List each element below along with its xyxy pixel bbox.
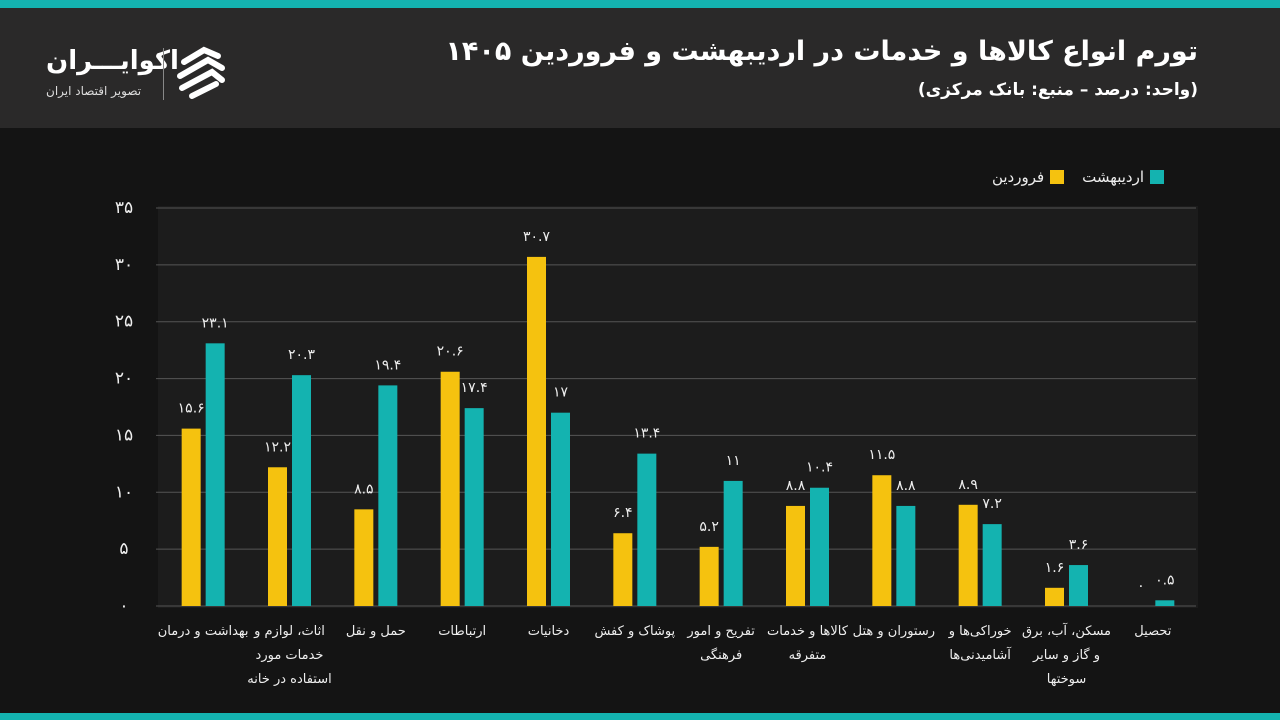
bar <box>723 480 743 606</box>
y-tick-label: ۳۰ <box>115 255 133 275</box>
legend-swatch <box>1050 170 1065 184</box>
x-tick-label: رستوران و هتل <box>852 624 936 639</box>
y-tick-label: ۰ <box>119 596 128 616</box>
bar <box>440 371 460 606</box>
value-label: ۱۲.۲ <box>264 439 291 455</box>
value-label: ۵.۲ <box>699 519 719 535</box>
bar <box>613 533 633 606</box>
bar <box>354 509 374 606</box>
x-tick-label: پوشاک و کفش <box>594 624 676 639</box>
logo-separator <box>163 48 164 100</box>
x-tick-label: اثاث، لوازم و خدمات مورد استفاده در خانه <box>247 624 332 687</box>
value-label: ۱۱.۵ <box>868 447 895 463</box>
x-tick-label: کالاها و خدمات متفرقه <box>767 624 848 663</box>
bar <box>378 385 398 606</box>
bar <box>292 375 311 606</box>
value-label: ۸.۸ <box>896 478 916 494</box>
legend-label: فروردین <box>991 168 1045 186</box>
value-label: ۰.۵ <box>1155 572 1175 588</box>
value-label: ۲۰.۶ <box>437 344 464 360</box>
bar <box>982 524 1002 606</box>
x-tick-label: تحصیل <box>1134 624 1172 639</box>
x-tick-label: خوراکی‌ها و آشامیدنی‌ها <box>948 624 1012 663</box>
logo-icon <box>177 46 225 99</box>
value-label: ۸.۸ <box>786 478 806 494</box>
y-tick-label: ۲۰ <box>115 369 133 389</box>
value-label: ۱۷ <box>553 385 569 401</box>
value-label: ۱۰.۴ <box>806 460 833 476</box>
legend-swatch <box>1150 170 1164 184</box>
value-label: ۸.۵ <box>354 481 374 497</box>
value-label: ۱۵.۶ <box>178 401 205 417</box>
value-label: ۰ <box>1137 578 1145 594</box>
chart-subtitle: (واحد: درصد – منبع: بانک مرکزی) <box>917 80 1198 100</box>
bar <box>896 505 916 606</box>
legend-item: اردیبهشت <box>1082 168 1164 186</box>
brand: اکوایـــران <box>46 46 179 76</box>
value-label: ۱۱ <box>726 453 741 469</box>
value-label: ۷.۲ <box>982 496 1002 512</box>
bar <box>181 428 201 606</box>
plot-area <box>158 206 1198 608</box>
y-tick-label: ۱۰ <box>115 482 133 502</box>
value-label: ۱۳.۴ <box>633 426 660 442</box>
x-tick-label: بهداشت و درمان <box>157 624 249 639</box>
bar <box>1045 587 1064 606</box>
value-label: ۳.۶ <box>1069 537 1089 553</box>
accent-strip <box>0 0 1280 8</box>
bar <box>464 408 484 606</box>
value-label: ۱.۶ <box>1045 560 1065 576</box>
header: تورم انواع کالاها و خدمات در اردیبهشت و … <box>0 8 1280 128</box>
legend-label: اردیبهشت <box>1082 168 1144 186</box>
x-tick-label: حمل و نقل <box>345 624 406 639</box>
bar <box>637 453 657 606</box>
value-label: ۸.۹ <box>958 477 978 493</box>
bar <box>527 256 546 606</box>
y-tick-label: ۵ <box>119 539 128 559</box>
x-tick-label: تفریح و امور فرهنگی <box>687 624 755 663</box>
y-tick-label: ۱۵ <box>115 425 133 445</box>
value-label: ۶.۴ <box>613 505 633 521</box>
value-label: ۱۹.۴ <box>374 357 401 373</box>
y-tick-label: ۲۵ <box>115 312 133 332</box>
value-label: ۲۰.۳ <box>288 347 315 363</box>
bar <box>205 343 225 606</box>
tagline: تصویر اقتصاد ایران <box>46 84 142 98</box>
bar <box>699 546 719 606</box>
bar <box>551 412 570 606</box>
bar <box>1069 565 1088 606</box>
bar <box>810 487 829 606</box>
legend-item: فروردین <box>991 168 1065 186</box>
bar <box>1155 600 1175 606</box>
x-tick-label: مسکن، آب، برق و گاز و سایر سوختها <box>1021 624 1112 687</box>
value-label: ۲۳.۱ <box>202 315 229 331</box>
y-tick-label: ۳۵ <box>115 198 133 218</box>
bar <box>872 475 892 606</box>
value-label: ۳۰.۷ <box>523 229 550 245</box>
accent-strip <box>0 713 1280 720</box>
legend: اردیبهشت فروردین <box>992 168 1164 186</box>
bar <box>786 505 805 606</box>
bar <box>958 504 978 606</box>
x-tick-label: ارتباطات <box>438 624 487 639</box>
bar <box>268 467 287 606</box>
x-tick-label: دخانیات <box>527 624 570 639</box>
value-label: ۱۷.۴ <box>461 380 488 396</box>
chart-title: تورم انواع کالاها و خدمات در اردیبهشت و … <box>445 36 1198 67</box>
